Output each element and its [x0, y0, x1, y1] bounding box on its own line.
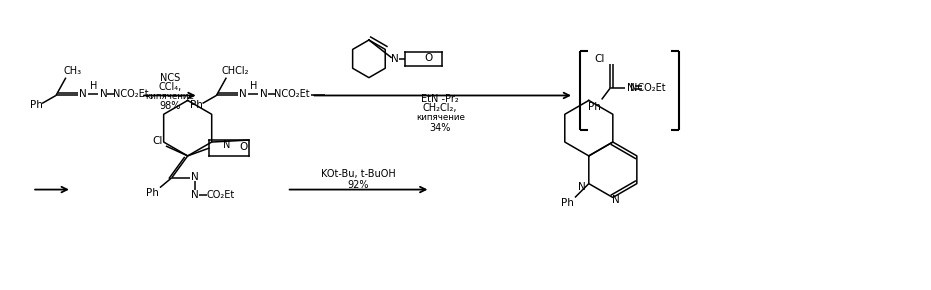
Text: EtN -Pr₂: EtN -Pr₂: [422, 95, 459, 104]
Text: O: O: [425, 53, 433, 63]
Text: KOt-Bu, t-BuOH: KOt-Bu, t-BuOH: [320, 169, 396, 179]
Text: 34%: 34%: [429, 123, 451, 133]
Text: NCO₂Et: NCO₂Et: [274, 90, 309, 99]
Text: H: H: [250, 81, 258, 90]
Text: O: O: [239, 142, 248, 152]
Text: кипячение: кипячение: [145, 92, 195, 101]
Text: N: N: [100, 90, 107, 99]
Text: кипячение: кипячение: [416, 113, 465, 122]
Text: NCS: NCS: [160, 73, 180, 83]
Text: N: N: [79, 90, 87, 99]
Text: N: N: [191, 190, 198, 200]
Text: CCl₄,: CCl₄,: [158, 81, 182, 92]
Text: N: N: [239, 90, 247, 99]
Text: Cl: Cl: [153, 136, 163, 146]
Text: N: N: [612, 195, 620, 205]
Text: N: N: [391, 54, 398, 64]
Text: Ph: Ph: [145, 188, 158, 197]
Text: N: N: [627, 83, 634, 93]
Text: Ph: Ph: [30, 100, 43, 110]
Text: N: N: [260, 90, 268, 99]
Text: 92%: 92%: [347, 180, 369, 190]
Text: H: H: [90, 81, 97, 90]
Text: CHCl₂: CHCl₂: [222, 66, 249, 76]
Text: CH₂Cl₂,: CH₂Cl₂,: [423, 103, 457, 113]
Text: NCO₂Et: NCO₂Et: [114, 90, 149, 99]
Text: CH₃: CH₃: [63, 66, 82, 76]
Text: CO₂Et: CO₂Et: [207, 190, 235, 200]
Text: Ph: Ph: [588, 102, 601, 112]
Text: N: N: [191, 172, 198, 182]
Text: Cl: Cl: [595, 54, 605, 64]
Text: Ph: Ph: [190, 100, 203, 110]
Text: 98%: 98%: [159, 102, 181, 111]
Text: N: N: [223, 140, 230, 150]
Text: N: N: [578, 182, 586, 192]
Text: NCO₂Et: NCO₂Et: [630, 83, 666, 93]
Text: Ph: Ph: [560, 198, 573, 209]
